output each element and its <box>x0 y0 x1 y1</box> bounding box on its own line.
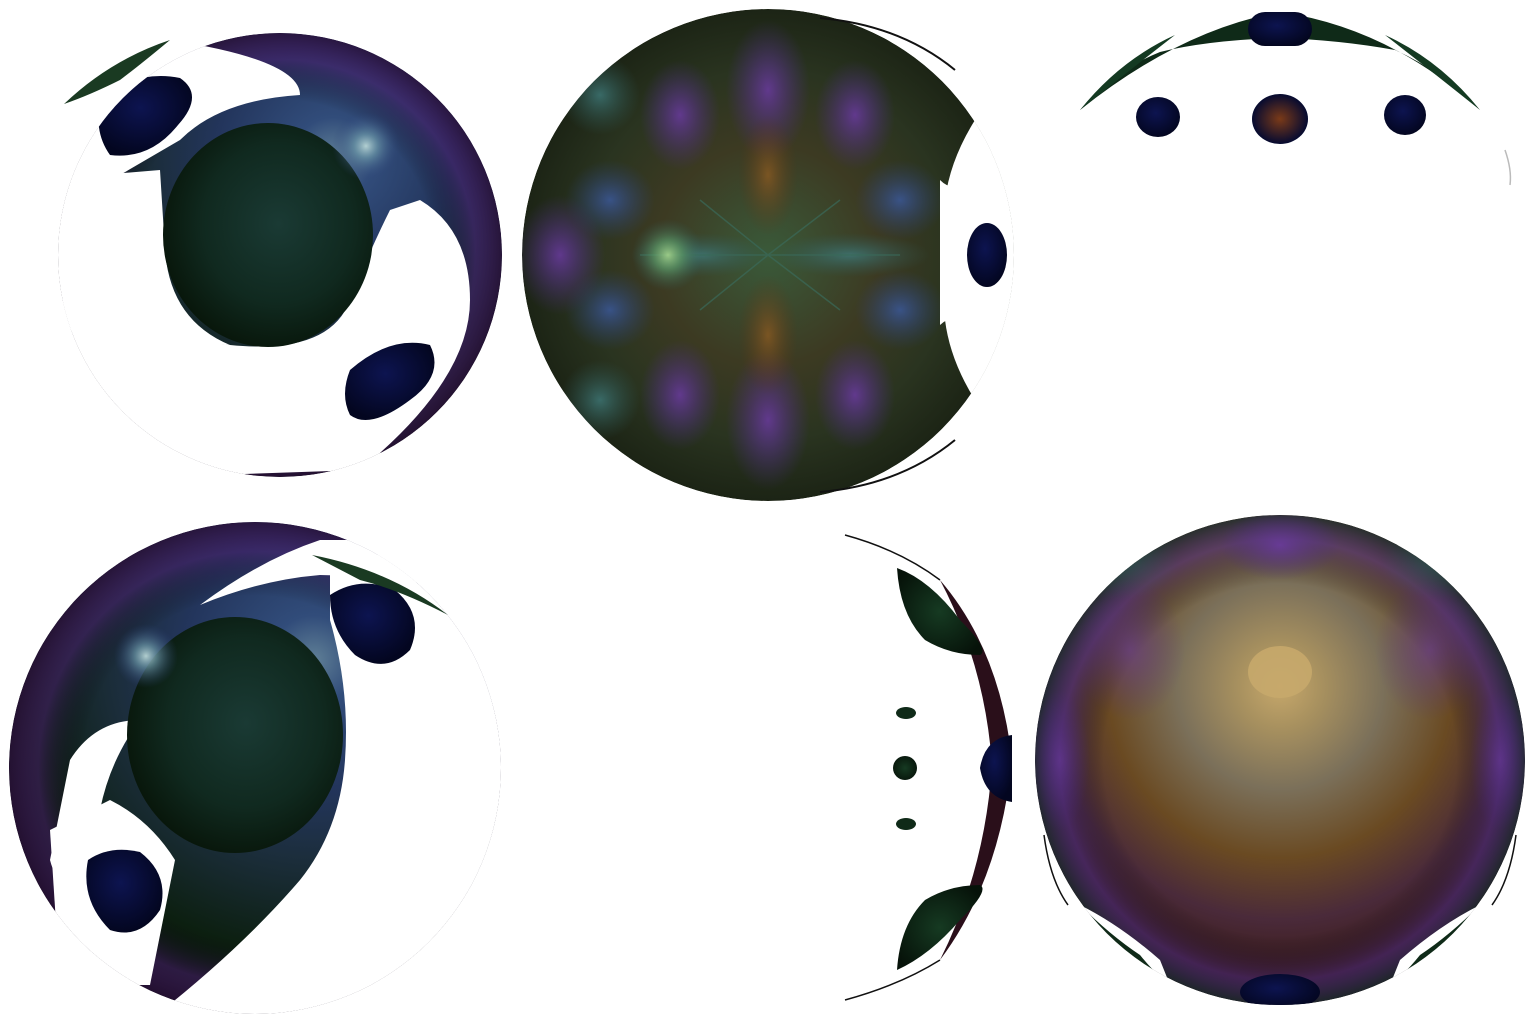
tile-bottom-right <box>1035 515 1525 1005</box>
highlight <box>332 112 400 180</box>
green-dot <box>896 707 916 719</box>
green-blob <box>163 123 373 347</box>
navy-spot <box>86 849 163 933</box>
navy-spot <box>1240 974 1320 1005</box>
highlight <box>1248 646 1312 698</box>
rim-arc <box>1491 834 1517 906</box>
rim-arc <box>844 959 941 1001</box>
cutout-left <box>58 170 230 345</box>
navy-spot <box>1384 95 1426 135</box>
navy-spot <box>330 583 415 664</box>
green-blob <box>127 617 343 853</box>
highlight <box>114 624 178 688</box>
glow-spot <box>632 219 704 291</box>
green-flap <box>1380 905 1480 992</box>
brown-spot <box>1252 94 1308 144</box>
tile-bottom-center <box>844 534 1012 1001</box>
navy-spot <box>1136 97 1180 137</box>
rim-arc <box>819 17 956 71</box>
tile-bottom-left <box>9 522 501 1014</box>
cutout-right <box>150 540 501 1014</box>
navy-spot <box>967 223 1007 287</box>
green-dot <box>896 818 916 830</box>
green-lobe <box>897 885 983 970</box>
navy-spot <box>1248 12 1312 46</box>
rim-arc <box>844 534 941 581</box>
green-dot <box>893 756 917 780</box>
tile-top-left <box>58 33 502 477</box>
rim-fragment <box>312 555 448 615</box>
navy-spot <box>980 735 1012 802</box>
tile-top-right <box>1080 12 1512 186</box>
navy-spot <box>345 342 435 420</box>
rim-arc <box>819 439 956 493</box>
green-flap <box>1080 905 1180 992</box>
green-lobe <box>897 568 983 655</box>
rim-fragment <box>64 40 170 104</box>
rim-arc <box>1043 834 1069 906</box>
tile-top-center <box>522 9 1014 501</box>
